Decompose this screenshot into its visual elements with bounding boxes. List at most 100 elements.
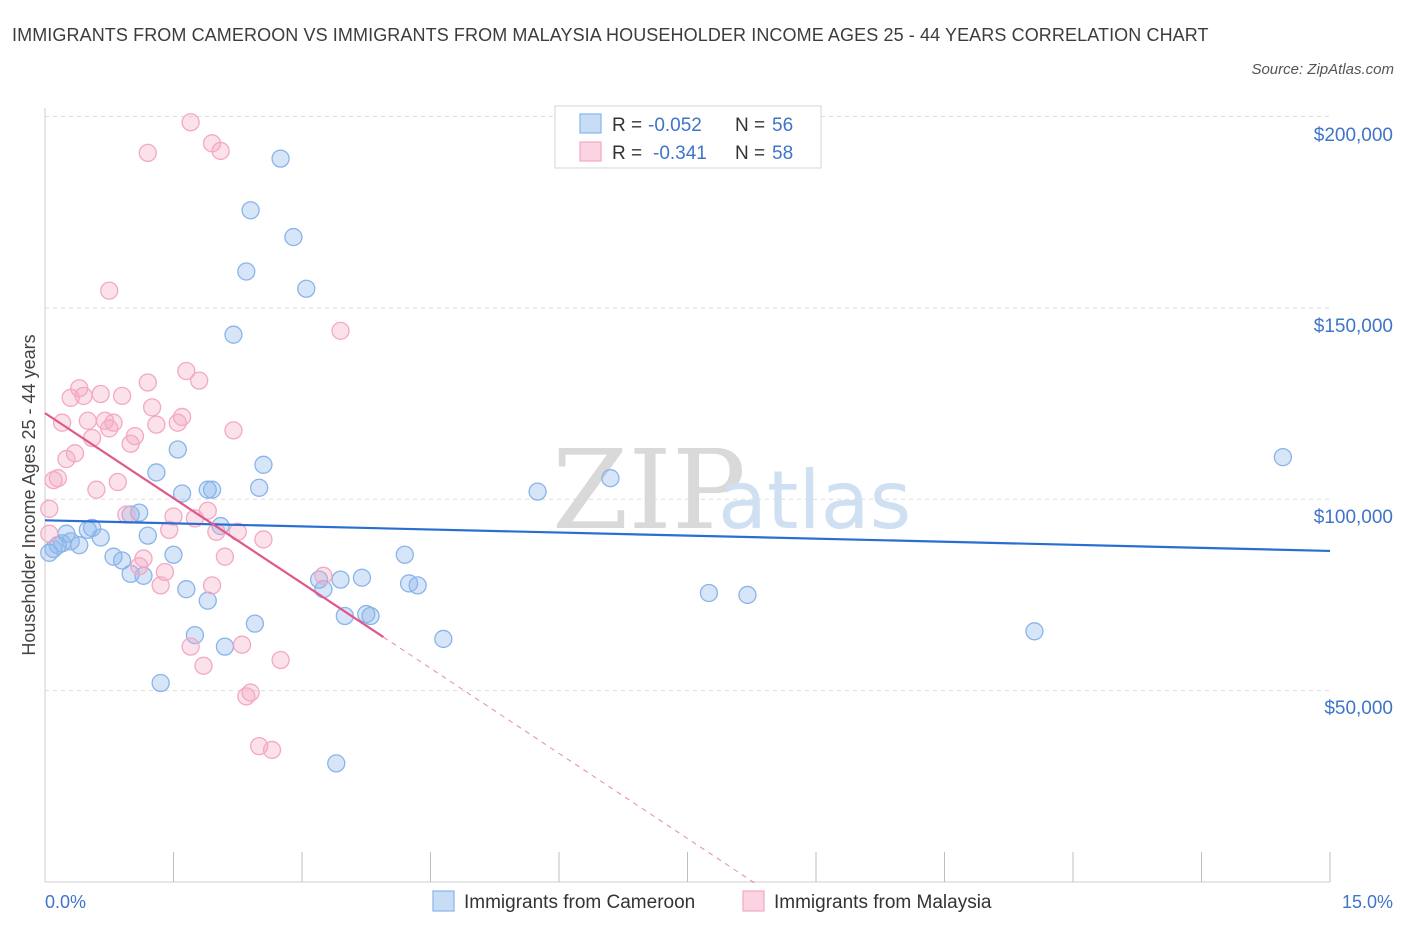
data-point-malaysia: [202, 576, 222, 595]
data-point-malaysia: [215, 547, 235, 566]
series-label-malaysia: Immigrants from Malaysia: [774, 892, 992, 913]
legend-r-label: R =: [612, 115, 642, 136]
data-point-malaysia: [181, 113, 200, 132]
data-point-malaysia: [138, 373, 157, 392]
data-point-malaysia: [104, 413, 123, 432]
data-point-cameroon: [1025, 622, 1044, 641]
data-point-malaysia: [138, 143, 157, 163]
data-point-malaysia: [134, 549, 153, 568]
data-point-cameroon: [408, 576, 427, 595]
data-point-malaysia: [78, 411, 97, 430]
legend-n-label: N =: [735, 115, 765, 136]
data-point-cameroon: [297, 279, 316, 298]
data-point-cameroon: [61, 532, 80, 551]
data-point-malaysia: [155, 562, 175, 582]
data-point-malaysia: [112, 386, 132, 406]
legend-n-label: N =: [735, 143, 765, 164]
data-point-malaysia: [262, 740, 282, 760]
data-point-cameroon: [147, 463, 166, 482]
data-point-cameroon: [202, 480, 222, 499]
data-point-malaysia: [164, 507, 183, 526]
data-point-cameroon: [91, 528, 110, 547]
data-point-malaysia: [190, 371, 209, 390]
x-tick-label-max: 15.0%: [1342, 892, 1393, 912]
data-point-cameroon: [112, 551, 132, 570]
data-point-cameroon: [271, 149, 290, 168]
data-point-cameroon: [237, 262, 256, 281]
data-point-cameroon: [172, 484, 192, 503]
y-tick-label: $50,000: [1324, 698, 1393, 719]
series-label-cameroon: Immigrants from Cameroon: [464, 892, 695, 913]
data-points: [40, 113, 1293, 773]
legend-swatch-cameroon: [579, 113, 602, 134]
data-point-malaysia: [181, 637, 200, 656]
data-point-cameroon: [215, 637, 235, 656]
data-point-malaysia: [87, 480, 106, 499]
data-point-malaysia: [65, 444, 85, 463]
data-point-cameroon: [528, 482, 547, 501]
grid-lines: [45, 116, 1330, 692]
trend-line-cameroon: [44, 519, 1331, 553]
data-point-cameroon: [70, 536, 89, 555]
source-label: Source: ZipAtlas.com: [1251, 61, 1394, 78]
correlation-legend: R = -0.052 N = 56 R = -0.341 N = 58: [554, 105, 822, 169]
legend-swatch-malaysia: [579, 141, 602, 162]
data-point-cameroon: [699, 583, 719, 603]
data-point-malaysia: [74, 386, 93, 406]
trend-line-malaysia: [44, 412, 384, 638]
data-point-cameroon: [224, 325, 243, 344]
data-point-cameroon: [198, 591, 217, 610]
data-point-malaysia: [314, 566, 333, 585]
legend-n-value-malaysia: 58: [772, 143, 793, 164]
data-point-malaysia: [48, 469, 67, 488]
data-point-cameroon: [361, 606, 380, 626]
y-tick-label: $150,000: [1314, 316, 1393, 337]
data-point-malaysia: [177, 361, 196, 381]
data-point-malaysia: [271, 650, 290, 670]
data-point-cameroon: [738, 585, 757, 605]
legend-r-value-malaysia: -0.341: [653, 143, 707, 164]
data-point-cameroon: [250, 478, 269, 497]
data-point-malaysia: [194, 656, 213, 675]
data-point-cameroon: [168, 440, 187, 459]
data-point-cameroon: [245, 614, 265, 633]
data-point-malaysia: [40, 524, 59, 543]
data-point-malaysia: [254, 530, 273, 549]
data-point-cameroon: [185, 625, 205, 645]
watermark-atlas: atlas: [718, 454, 911, 547]
trend-extension-malaysia: [383, 636, 757, 885]
data-point-cameroon: [284, 227, 303, 247]
series-legend: Immigrants from Cameroon Immigrants from…: [432, 890, 992, 913]
data-point-malaysia: [172, 407, 192, 427]
trend-lines: [44, 412, 1331, 885]
data-point-cameroon: [151, 673, 170, 693]
series-swatch-cameroon: [432, 890, 455, 912]
data-point-cameroon: [395, 545, 414, 564]
data-point-malaysia: [108, 472, 127, 492]
chart-title: IMMIGRANTS FROM CAMEROON VS IMMIGRANTS F…: [12, 25, 1209, 45]
data-point-cameroon: [352, 568, 372, 587]
legend-r-value-cameroon: -0.052: [648, 115, 702, 136]
data-point-malaysia: [40, 499, 59, 518]
data-point-cameroon: [104, 547, 123, 566]
data-point-malaysia: [198, 501, 217, 520]
data-point-malaysia: [232, 635, 252, 654]
data-point-cameroon: [331, 570, 350, 589]
data-point-malaysia: [224, 421, 243, 440]
y-tick-label: $200,000: [1314, 125, 1393, 146]
y-axis-title: Householder Income Ages 25 - 44 years: [19, 334, 39, 655]
legend-n-value-cameroon: 56: [772, 115, 793, 136]
data-point-malaysia: [147, 415, 166, 434]
x-tick-label-min: 0.0%: [45, 892, 86, 912]
data-point-cameroon: [241, 201, 260, 220]
data-point-cameroon: [164, 545, 183, 564]
legend-r-label: R =: [612, 143, 642, 164]
data-point-malaysia: [117, 505, 136, 524]
data-point-malaysia: [331, 321, 350, 340]
data-point-malaysia: [211, 141, 230, 161]
data-point-cameroon: [177, 580, 196, 599]
data-point-cameroon: [138, 526, 157, 545]
data-point-malaysia: [100, 281, 119, 300]
data-point-cameroon: [601, 469, 620, 488]
